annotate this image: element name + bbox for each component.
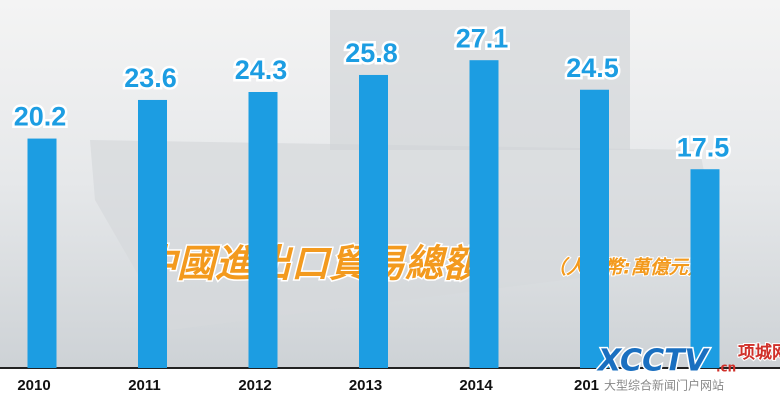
x-tick-label: 2014 — [459, 377, 493, 394]
bar — [690, 169, 720, 368]
bar — [27, 138, 57, 368]
bar — [248, 92, 278, 368]
ship-silhouette — [90, 140, 720, 330]
bar — [138, 99, 167, 368]
value-label: 23.6 — [124, 63, 177, 93]
value-label: 24.3 — [235, 55, 288, 85]
value-label: 20.2 — [14, 102, 67, 132]
x-tick-label: 2011 — [128, 377, 161, 394]
watermark-logo: XCCTV — [596, 344, 711, 379]
watermark-site: 项城网 — [738, 343, 780, 363]
value-label: 17.5 — [677, 132, 730, 162]
bar — [359, 74, 388, 369]
bar — [580, 89, 609, 368]
watermark-slogan: 大型综合新闻门户网站 — [604, 378, 724, 393]
footer-band — [0, 368, 780, 401]
chart-title: 中國進出口貿易總額 — [139, 242, 488, 286]
value-label: 24.5 — [566, 53, 619, 83]
x-tick-label: 2010 — [17, 377, 50, 394]
x-tick-label: 201 — [574, 377, 599, 394]
bar — [469, 60, 499, 368]
watermark-domain: .cn — [716, 361, 736, 375]
x-tick-label: 2012 — [238, 377, 271, 394]
value-label: 27.1 — [456, 23, 509, 53]
chart-subtitle: （人民幣:萬億元） — [547, 257, 707, 279]
value-label: 25.8 — [345, 38, 398, 68]
x-tick-label: 2013 — [349, 377, 382, 394]
